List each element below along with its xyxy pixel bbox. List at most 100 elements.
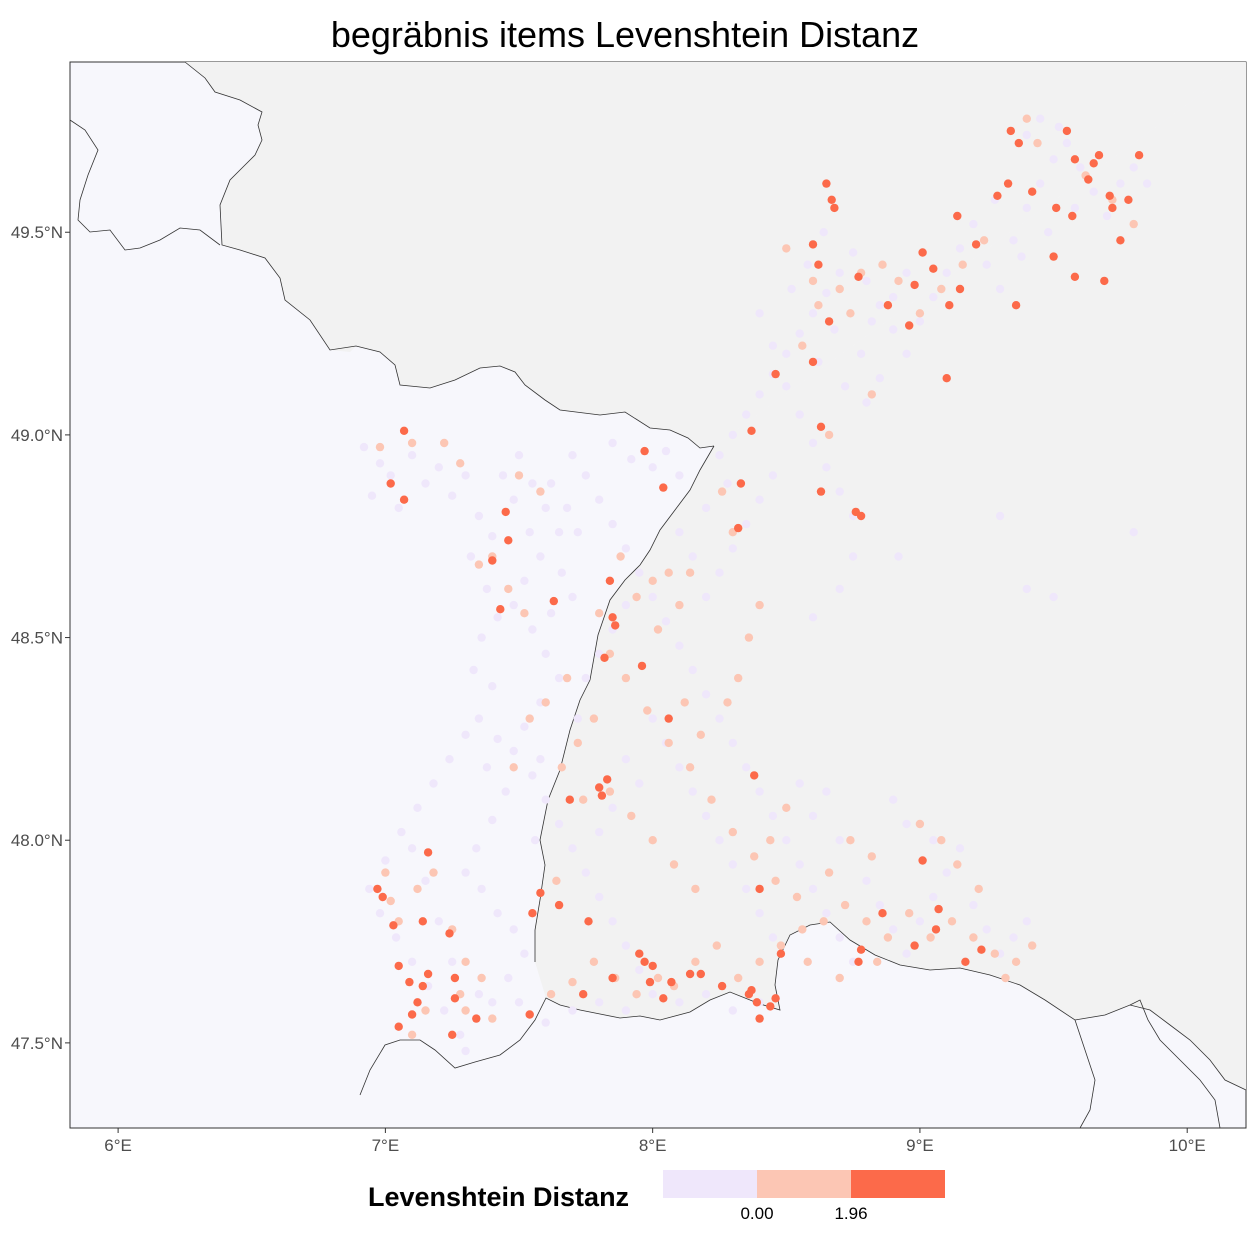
data-point-high-31 (854, 273, 862, 281)
data-point-high-90 (405, 978, 413, 986)
data-point-low-172 (675, 763, 683, 771)
data-point-high-73 (667, 978, 675, 986)
data-point-low-196 (943, 868, 951, 876)
data-point-high-25 (825, 317, 833, 325)
data-point-mid-63 (606, 787, 614, 795)
data-point-low-192 (889, 925, 897, 933)
data-point-mid-16 (408, 1031, 416, 1039)
data-point-high-51 (1090, 159, 1098, 167)
data-point-low-205 (836, 836, 844, 844)
data-point-high-39 (953, 212, 961, 220)
data-point-mid-74 (616, 552, 624, 560)
data-point-mid-41 (1012, 958, 1020, 966)
data-point-mid-67 (691, 885, 699, 893)
data-point-mid-90 (798, 342, 806, 350)
data-point-low-209 (929, 836, 937, 844)
data-point-mid-114 (526, 714, 534, 722)
data-point-low-119 (969, 220, 977, 228)
data-point-mid-60 (590, 714, 598, 722)
data-point-high-56 (1124, 196, 1132, 204)
data-point-mid-50 (793, 893, 801, 901)
data-point-mid-31 (798, 925, 806, 933)
data-point-mid-10 (429, 868, 437, 876)
data-point-low-7 (435, 463, 443, 471)
data-point-low-210 (542, 1018, 550, 1026)
data-point-mid-37 (926, 933, 934, 941)
legend-break-0: 0.00 (740, 1204, 773, 1224)
data-point-high-115 (910, 941, 918, 949)
data-point-low-33 (440, 1006, 448, 1014)
data-point-low-51 (510, 601, 518, 609)
data-point-low-229 (526, 528, 534, 536)
data-point-low-237 (809, 613, 817, 621)
data-point-mid-21 (590, 958, 598, 966)
data-point-low-183 (595, 828, 603, 836)
data-point-low-75 (662, 617, 670, 625)
data-point-low-213 (622, 1006, 630, 1014)
data-point-high-44 (1004, 179, 1012, 187)
data-point-low-230 (849, 552, 857, 560)
data-point-low-164 (755, 496, 763, 504)
data-point-low-87 (822, 909, 830, 917)
data-point-high-80 (526, 1010, 534, 1018)
y-axis: 47.5°N 48.0°N 48.5°N 49.0°N 49.5°N (11, 223, 70, 1053)
legend-swatch-low (663, 1170, 757, 1198)
data-point-high-34 (910, 281, 918, 289)
x-tick-label-3: 9°E (906, 1136, 934, 1155)
y-tick-label-1: 48.0°N (11, 831, 63, 850)
data-point-high-75 (646, 978, 654, 986)
data-point-mid-0 (376, 443, 384, 451)
data-point-low-13 (483, 585, 491, 593)
data-point-low-232 (996, 512, 1004, 520)
data-point-low-38 (365, 885, 373, 893)
data-point-mid-117 (563, 674, 571, 682)
data-point-low-80 (729, 739, 737, 747)
data-point-low-175 (715, 836, 723, 844)
data-point-mid-112 (504, 585, 512, 593)
data-point-low-25 (477, 885, 485, 893)
data-point-low-153 (830, 325, 838, 333)
data-point-low-123 (1023, 204, 1031, 212)
data-point-low-225 (531, 836, 539, 844)
data-point-low-22 (488, 816, 496, 824)
data-point-mid-108 (868, 390, 876, 398)
data-point-low-191 (876, 901, 884, 909)
data-point-low-76 (675, 642, 683, 650)
data-point-low-106 (796, 329, 804, 337)
data-point-low-154 (841, 382, 849, 390)
data-point-low-226 (536, 755, 544, 763)
data-point-low-105 (782, 350, 790, 358)
data-point-high-96 (419, 917, 427, 925)
data-point-low-111 (862, 277, 870, 285)
data-point-mid-44 (937, 836, 945, 844)
data-point-low-201 (1009, 933, 1017, 941)
data-point-low-168 (723, 479, 731, 487)
data-point-low-29 (504, 974, 512, 982)
data-point-high-62 (1071, 155, 1079, 163)
data-point-low-130 (1116, 179, 1124, 187)
data-point-mid-73 (654, 625, 662, 633)
data-point-high-32 (884, 301, 892, 309)
data-point-low-15 (477, 633, 485, 641)
data-point-mid-97 (937, 285, 945, 293)
data-point-low-43 (445, 755, 453, 763)
data-point-low-188 (568, 593, 576, 601)
data-point-high-10 (611, 621, 619, 629)
data-point-low-112 (876, 301, 884, 309)
data-point-high-77 (635, 950, 643, 958)
data-point-low-129 (1103, 212, 1111, 220)
data-point-mid-13 (477, 974, 485, 982)
data-point-low-150 (889, 293, 897, 301)
data-point-low-169 (769, 471, 777, 479)
data-point-mid-58 (622, 674, 630, 682)
data-point-high-88 (408, 1010, 416, 1018)
data-point-mid-42 (1028, 941, 1036, 949)
data-point-low-208 (902, 820, 910, 828)
data-point-mid-23 (632, 990, 640, 998)
data-point-mid-62 (558, 763, 566, 771)
data-point-mid-96 (916, 309, 924, 317)
data-point-low-143 (796, 410, 804, 418)
data-point-low-52 (528, 625, 536, 633)
data-point-mid-29 (755, 958, 763, 966)
data-point-low-125 (1049, 155, 1057, 163)
